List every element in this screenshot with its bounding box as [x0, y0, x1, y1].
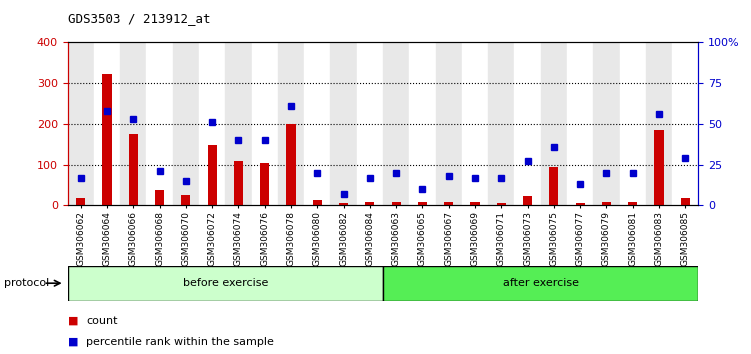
Bar — [646, 42, 672, 205]
Bar — [207, 145, 217, 205]
Bar — [593, 42, 620, 205]
Bar — [602, 202, 611, 205]
Text: ■: ■ — [68, 337, 78, 347]
Bar — [68, 42, 94, 205]
Bar — [628, 202, 638, 205]
Bar — [672, 42, 698, 205]
Bar — [523, 196, 532, 205]
Bar — [173, 42, 199, 205]
Bar — [620, 42, 646, 205]
Bar — [383, 266, 698, 301]
Text: ■: ■ — [68, 316, 78, 326]
Bar — [94, 42, 120, 205]
Bar — [146, 42, 173, 205]
Bar — [575, 203, 585, 205]
Bar — [234, 161, 243, 205]
Bar — [102, 74, 112, 205]
Bar — [68, 266, 383, 301]
Bar — [391, 202, 401, 205]
Bar — [409, 42, 436, 205]
Bar — [418, 202, 427, 205]
Bar — [120, 42, 146, 205]
Text: percentile rank within the sample: percentile rank within the sample — [86, 337, 274, 347]
Bar — [199, 42, 225, 205]
Bar — [514, 42, 541, 205]
Bar — [462, 42, 488, 205]
Bar — [654, 130, 664, 205]
Bar — [181, 195, 191, 205]
Bar — [365, 202, 375, 205]
Bar — [260, 162, 270, 205]
Bar — [567, 42, 593, 205]
Text: GDS3503 / 213912_at: GDS3503 / 213912_at — [68, 12, 210, 25]
Bar — [128, 134, 138, 205]
Bar — [444, 202, 454, 205]
Bar — [330, 42, 357, 205]
Bar — [549, 167, 559, 205]
Bar — [541, 42, 567, 205]
Bar — [680, 198, 690, 205]
Text: before exercise: before exercise — [182, 278, 268, 288]
Bar — [278, 42, 304, 205]
Text: after exercise: after exercise — [502, 278, 579, 288]
Bar — [470, 202, 480, 205]
Bar — [286, 124, 296, 205]
Bar — [383, 42, 409, 205]
Bar — [488, 42, 514, 205]
Bar — [339, 203, 348, 205]
Bar — [76, 198, 86, 205]
Bar — [496, 203, 506, 205]
Bar — [304, 42, 330, 205]
Text: count: count — [86, 316, 118, 326]
Bar — [225, 42, 252, 205]
Text: protocol: protocol — [4, 278, 49, 288]
Bar — [252, 42, 278, 205]
Bar — [436, 42, 462, 205]
Bar — [155, 190, 164, 205]
Bar — [357, 42, 383, 205]
Bar — [312, 200, 322, 205]
